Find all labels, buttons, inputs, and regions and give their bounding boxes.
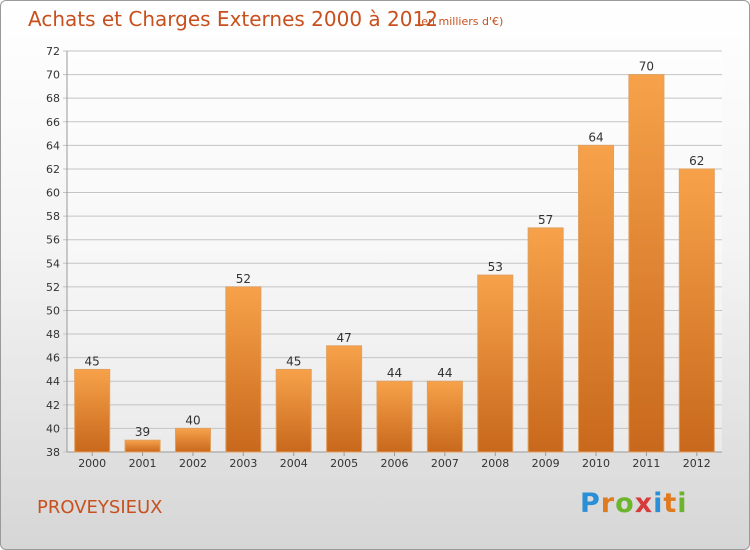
y-tick-label: 68 <box>46 92 60 105</box>
bars-layer <box>74 74 715 453</box>
logo-letter: i <box>677 488 688 519</box>
y-tick-label: 52 <box>46 281 60 294</box>
bar-2009 <box>527 227 564 453</box>
x-tick-label-2001: 2001 <box>129 457 157 470</box>
x-tick-label-2011: 2011 <box>632 457 660 470</box>
y-tick-label: 66 <box>46 116 60 129</box>
bar-2010 <box>578 144 615 453</box>
value-label-2010: 64 <box>588 130 603 144</box>
y-tick-label: 56 <box>46 234 60 247</box>
value-label-2006: 44 <box>387 366 402 380</box>
y-tick-label: 40 <box>46 422 60 435</box>
bar-2007 <box>426 380 463 453</box>
value-label-2008: 53 <box>488 260 503 274</box>
x-tick-label-2005: 2005 <box>330 457 358 470</box>
bar-2005 <box>326 345 363 453</box>
bar-2012 <box>678 168 715 453</box>
y-tick-label: 70 <box>46 69 60 82</box>
bar-2002 <box>174 427 211 453</box>
y-tick-label: 38 <box>46 446 60 459</box>
proxiti-logo: Proxiti <box>580 488 688 519</box>
x-tick-label-2008: 2008 <box>481 457 509 470</box>
x-tick-label-2003: 2003 <box>229 457 257 470</box>
value-label-2003: 52 <box>236 272 251 286</box>
logo-letter: P <box>580 488 601 519</box>
chart-title: Achats et Charges Externes 2000 à 2012 <box>28 7 438 31</box>
y-tick-label: 54 <box>46 257 60 270</box>
x-tick-label-2007: 2007 <box>431 457 459 470</box>
y-tick-label: 46 <box>46 352 60 365</box>
y-tick-label: 44 <box>46 375 60 388</box>
labels-layer: 38 40 42 44 46 48 50 52 54 56 58 60 62 64 66 68 70 72 45 20… <box>46 45 711 470</box>
bar-2004 <box>275 368 312 453</box>
value-label-2005: 47 <box>336 331 351 345</box>
y-tick-label: 64 <box>46 139 60 152</box>
value-label-2011: 70 <box>639 60 654 74</box>
x-tick-label-2006: 2006 <box>381 457 409 470</box>
x-tick-label-2004: 2004 <box>280 457 308 470</box>
logo-letter: x <box>634 488 654 519</box>
y-tick-label: 60 <box>46 187 60 200</box>
y-tick-label: 58 <box>46 210 60 223</box>
x-tick-label-2002: 2002 <box>179 457 207 470</box>
logo-letter: t <box>663 488 678 519</box>
bar-2000 <box>74 368 111 453</box>
value-label-2000: 45 <box>85 354 100 368</box>
value-label-2002: 40 <box>185 413 200 427</box>
logo-letter: o <box>615 488 635 519</box>
bar-2006 <box>376 380 413 453</box>
value-label-2004: 45 <box>286 354 301 368</box>
value-label-2007: 44 <box>437 366 452 380</box>
y-tick-label: 50 <box>46 304 60 317</box>
y-tick-label: 72 <box>46 45 60 58</box>
value-label-2012: 62 <box>689 154 704 168</box>
y-tick-label: 62 <box>46 163 60 176</box>
logo-letter: i <box>653 488 664 519</box>
bar-2001 <box>124 439 161 453</box>
town-name: PROVEYSIEUX <box>37 497 163 518</box>
value-label-2009: 57 <box>538 213 553 227</box>
value-label-2001: 39 <box>135 425 150 439</box>
y-tick-label: 42 <box>46 399 60 412</box>
x-tick-label-2012: 2012 <box>683 457 711 470</box>
x-tick-label-2009: 2009 <box>532 457 560 470</box>
bar-2011 <box>628 74 665 453</box>
chart-subtitle: (en milliers d'€) <box>417 15 504 28</box>
x-tick-label-2010: 2010 <box>582 457 610 470</box>
bar-2008 <box>477 274 514 453</box>
bar-2003 <box>225 286 262 453</box>
x-tick-label-2000: 2000 <box>78 457 106 470</box>
logo-letter: r <box>600 488 616 519</box>
y-tick-label: 48 <box>46 328 60 341</box>
